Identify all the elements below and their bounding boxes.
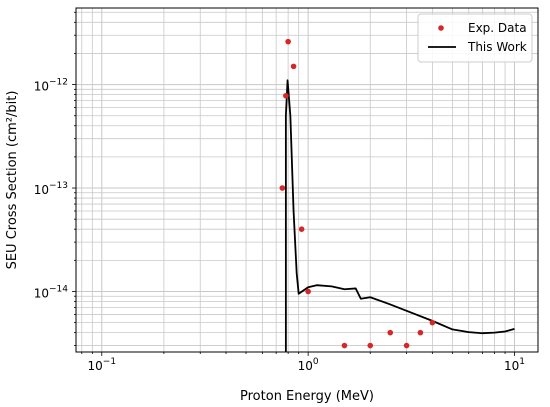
data-point-exp [290, 63, 297, 70]
y-tick-label: 10−14 [34, 284, 69, 300]
series-line-this-work [284, 79, 515, 352]
data-point-exp [417, 329, 424, 336]
x-tick-label: 101 [504, 357, 525, 373]
x-axis-label: Proton Energy (MeV) [240, 389, 374, 404]
x-tick-label: 10−1 [88, 357, 117, 373]
axis-ticks: 10−1 100 101 10−14 10−13 10−12 [34, 11, 525, 373]
y-tick-label: 10−12 [34, 78, 68, 94]
plot-frame [75, 7, 539, 353]
data-point-exp [285, 38, 291, 45]
legend-box [417, 13, 533, 63]
data-point-exp [429, 319, 436, 326]
data-point-exp [279, 185, 286, 191]
legend-marker-exp-data [438, 25, 444, 31]
grid-lines [76, 8, 538, 352]
data-point-exp [283, 92, 289, 99]
legend-label-exp-data: Exp. Data [468, 21, 527, 35]
plot-area [279, 38, 515, 352]
legend-label-this-work: This Work [467, 40, 527, 54]
data-point-exp [298, 226, 305, 232]
data-point-exp [305, 288, 311, 295]
y-axis-label: SEU Cross Section (cm²/bit) [5, 91, 20, 270]
x-tick-label: 100 [298, 357, 319, 373]
y-tick-label: 10−13 [34, 181, 68, 197]
data-point-exp [403, 342, 410, 349]
data-point-exp [367, 342, 374, 349]
data-point-exp [341, 342, 348, 349]
data-point-exp [387, 329, 394, 336]
legend: Exp. Data This Work [417, 13, 533, 63]
